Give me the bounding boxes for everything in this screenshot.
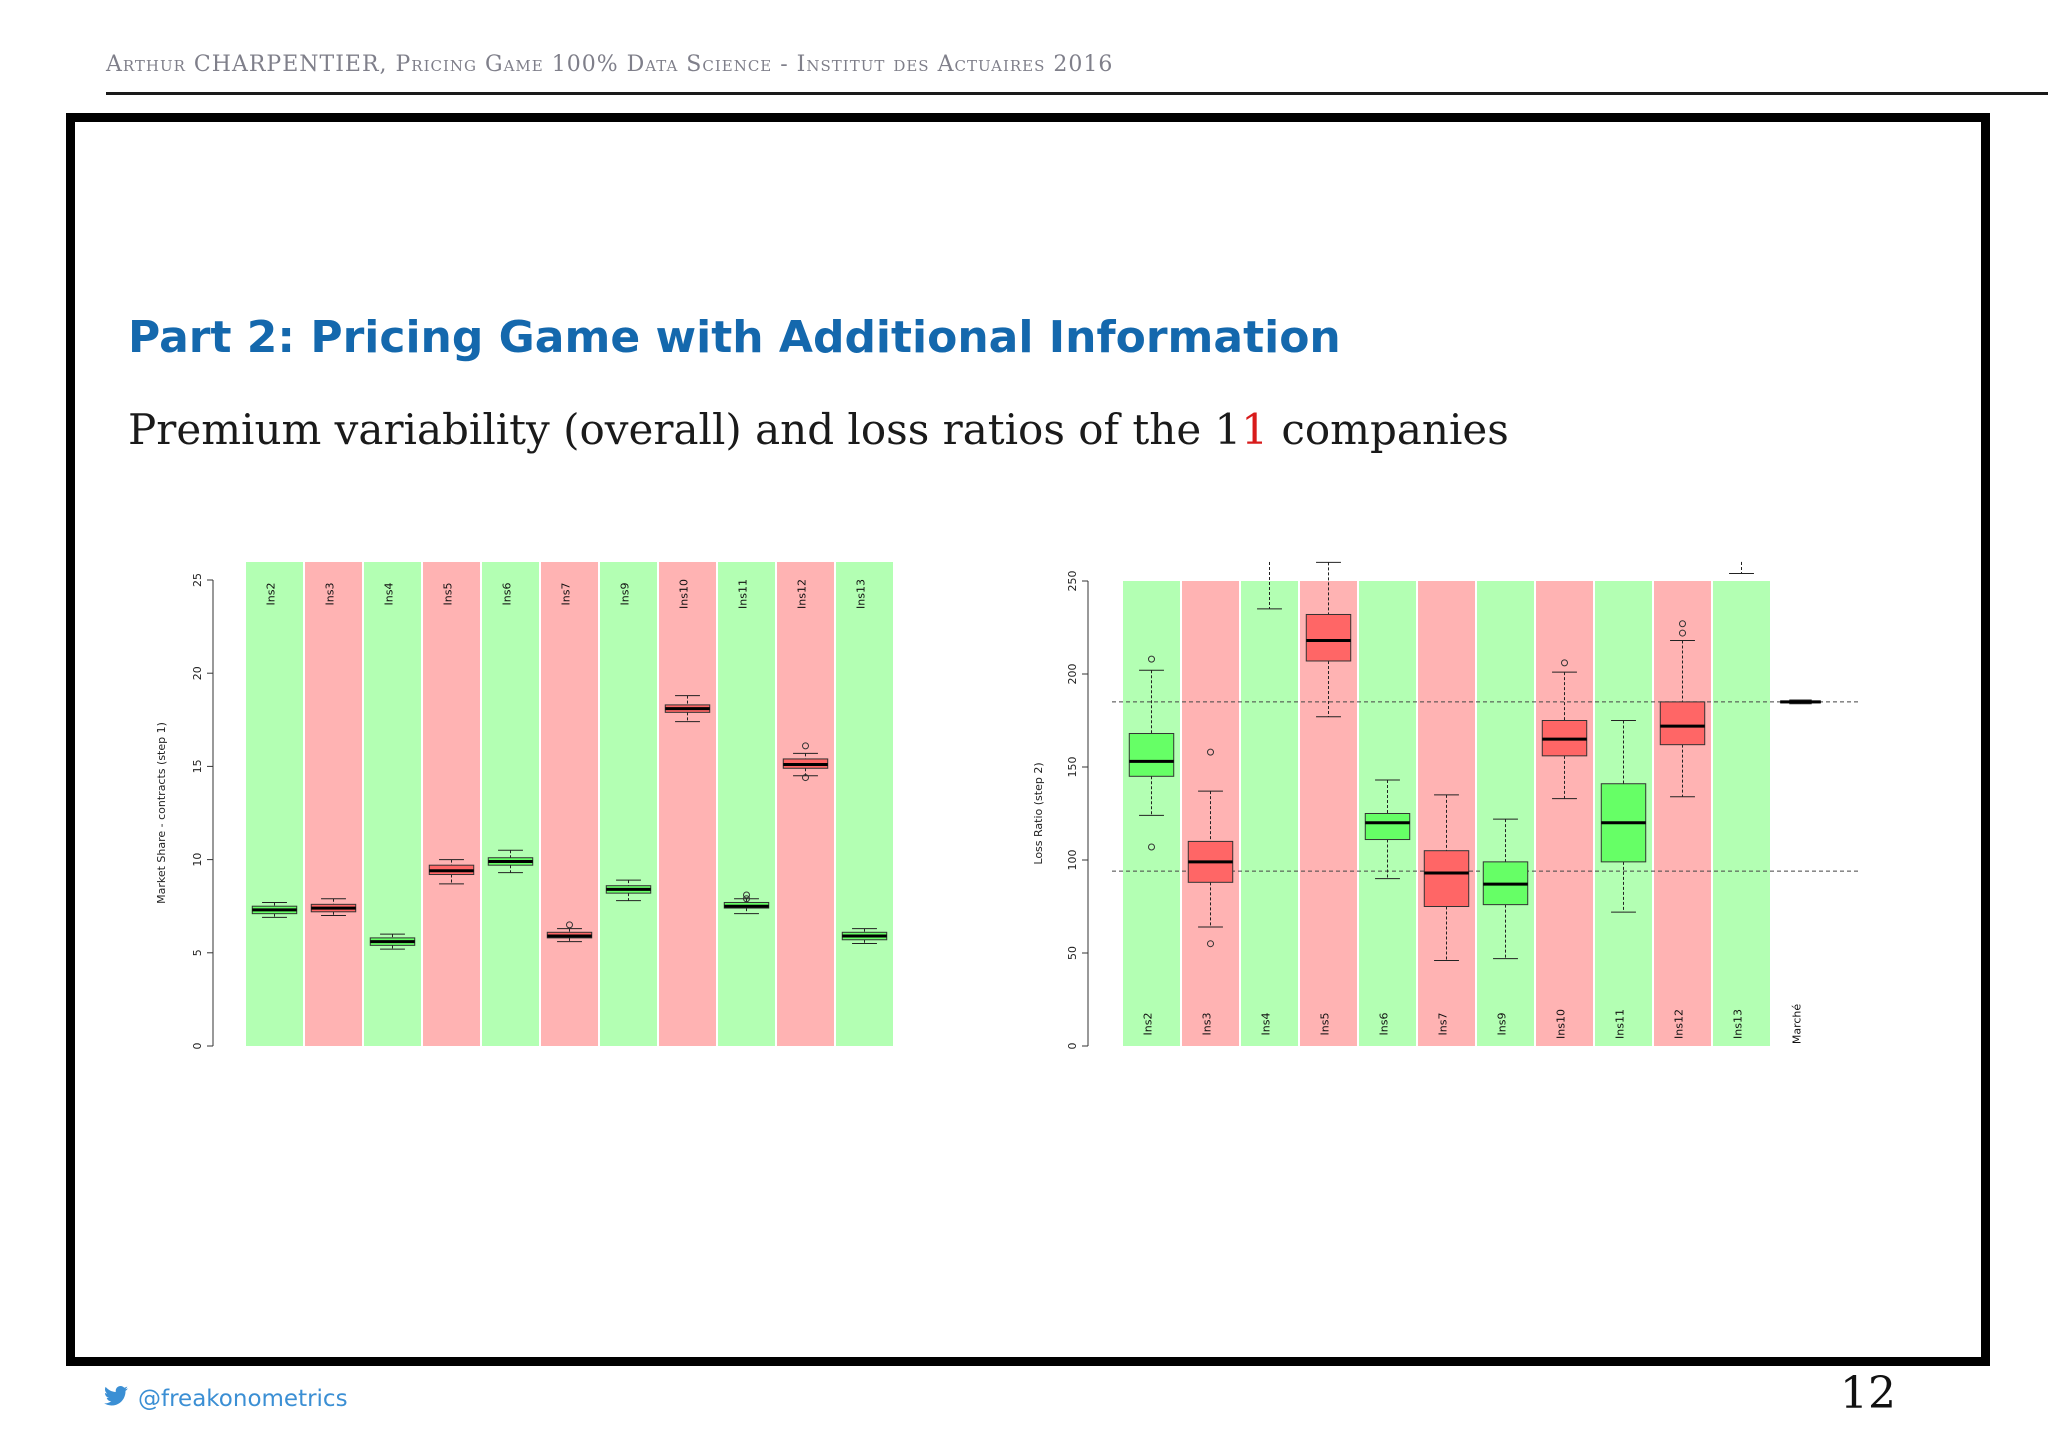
y-tick-label: 5: [191, 949, 204, 956]
category-label: Ins3: [324, 583, 337, 606]
y-tick-label: 250: [1066, 571, 1079, 592]
category-label: Ins13: [855, 579, 868, 609]
subtitle-text-pre: Premium variability (overall) and loss r…: [128, 405, 1242, 454]
y-tick-label: 0: [1066, 1043, 1079, 1050]
loss-ratio-boxplot: 0 50 100 150 200 250 Loss Ratio (step 2) Ins2 In…: [1032, 561, 1860, 1050]
box: [1364, 813, 1411, 841]
y-tick-label: 25: [191, 573, 204, 587]
subtitle-highlight: 1: [1241, 405, 1269, 454]
y-tick-label: 50: [1066, 946, 1079, 960]
outlier-point: [566, 921, 573, 929]
category-label: Marché: [1791, 1004, 1804, 1045]
category-band: [305, 562, 362, 1046]
y-tick-label: 100: [1066, 850, 1079, 871]
category-label: Ins4: [383, 583, 396, 606]
category-label: Ins2: [1142, 1013, 1155, 1036]
subtitle-text-post: companies: [1268, 405, 1509, 454]
category-band: [1241, 581, 1298, 1046]
outlier-point: [802, 742, 809, 750]
category-label: Ins12: [1673, 1009, 1686, 1039]
category-label: Ins7: [560, 583, 573, 606]
outlier-point: [1207, 748, 1214, 756]
outlier-point: [1148, 655, 1155, 663]
category-label: Ins7: [1437, 1013, 1450, 1036]
category-band: [1713, 581, 1770, 1046]
outlier-point: [1679, 620, 1686, 628]
slide-header: Arthur CHARPENTIER, Pricing Game 100% Da…: [106, 52, 1114, 77]
category-label: Ins3: [1201, 1013, 1214, 1036]
y-tick-label: 200: [1066, 664, 1079, 685]
category-band: [1536, 581, 1593, 1046]
category-band: [364, 562, 421, 1046]
y-axis-label: Loss Ratio (step 2): [1032, 762, 1045, 864]
category-label: Ins9: [1496, 1013, 1509, 1036]
box: [1423, 850, 1470, 908]
category-band: [246, 562, 303, 1046]
y-tick-label: 10: [191, 853, 204, 867]
slide-subtitle: Premium variability (overall) and loss r…: [128, 405, 1509, 454]
category-label: Ins12: [796, 579, 809, 609]
y-tick-label: 0: [191, 1043, 204, 1050]
category-label: Ins10: [1555, 1009, 1568, 1039]
category-band: [423, 562, 480, 1046]
category-band: [659, 562, 716, 1046]
category-band: [482, 562, 539, 1046]
outlier-point: [743, 895, 750, 903]
category-label: Ins2: [265, 583, 278, 606]
y-tick-label: 150: [1066, 757, 1079, 778]
outlier-point: [743, 891, 750, 899]
y-tick-label: 20: [191, 666, 204, 680]
category-label: Ins6: [501, 583, 514, 606]
outlier-point: [1561, 659, 1568, 667]
category-band: [718, 562, 775, 1046]
category-label: Ins13: [1732, 1009, 1745, 1039]
box: [1659, 701, 1706, 746]
category-label: Ins6: [1378, 1013, 1391, 1036]
outlier-point: [802, 774, 809, 782]
category-label: Ins5: [442, 583, 455, 606]
category-band: [836, 562, 893, 1046]
category-label: Ins4: [1260, 1013, 1273, 1036]
footer-twitter[interactable]: @freakonometrics: [104, 1386, 348, 1412]
category-band: [541, 562, 598, 1046]
box: [1305, 613, 1352, 662]
y-axis-label: Market Share - contracts (step 1): [155, 722, 168, 904]
category-band: [1477, 581, 1534, 1046]
page-number: 12: [1840, 1368, 1896, 1419]
twitter-handle: @freakonometrics: [138, 1386, 348, 1412]
outlier-point: [1679, 629, 1686, 637]
category-band: [777, 562, 834, 1046]
y-tick-label: 15: [191, 759, 204, 773]
header-rule: [106, 92, 2048, 95]
box: [1128, 733, 1175, 777]
market-share-boxplot: 0 5 10 15 20 25 Market Share - contracts (step…: [155, 562, 893, 1050]
category-label: Ins11: [1614, 1009, 1627, 1039]
category-band: [600, 562, 657, 1046]
outlier-point: [1148, 843, 1155, 851]
category-label: Ins10: [678, 579, 691, 609]
category-label: Ins9: [619, 583, 632, 606]
category-band: [1418, 581, 1475, 1046]
twitter-bird-icon: [104, 1386, 128, 1412]
section-title: Part 2: Pricing Game with Additional Inf…: [128, 312, 1341, 363]
category-label: Ins11: [737, 579, 750, 609]
outlier-point: [1207, 940, 1214, 948]
category-label: Ins5: [1319, 1013, 1332, 1036]
